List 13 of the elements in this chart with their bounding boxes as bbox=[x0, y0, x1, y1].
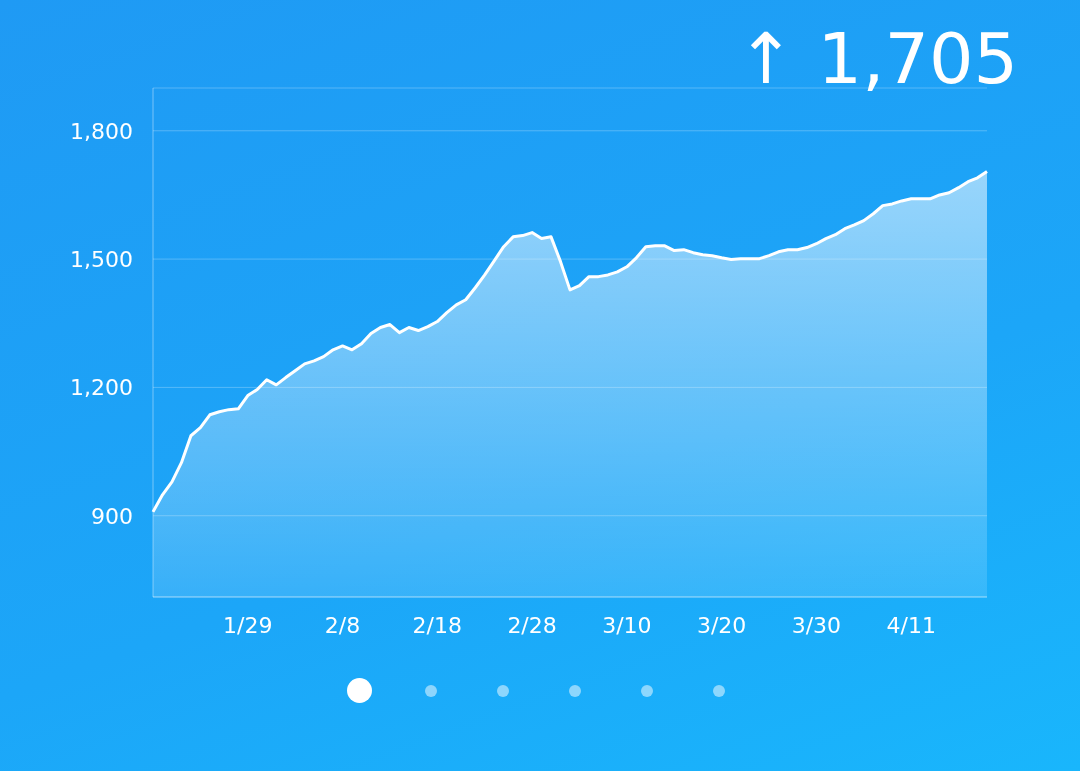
x-tick-label: 4/11 bbox=[886, 612, 936, 638]
x-tick-label: 3/20 bbox=[696, 612, 747, 638]
x-tick-label: 3/10 bbox=[602, 612, 652, 638]
x-tick-label: 2/8 bbox=[324, 612, 361, 638]
x-tick-label: 2/28 bbox=[507, 612, 557, 638]
y-tick-label: 1,500 bbox=[70, 246, 133, 272]
y-tick-label: 1,200 bbox=[70, 375, 133, 401]
x-tick-label: 3/30 bbox=[791, 612, 842, 638]
y-tick-label: 1,800 bbox=[70, 118, 133, 144]
y-tick-label: 900 bbox=[91, 503, 133, 529]
x-tick-label: 1/29 bbox=[223, 612, 273, 638]
x-tick-label: 2/18 bbox=[412, 612, 463, 638]
chart-title: ↑ 1,705 bbox=[736, 18, 1018, 100]
